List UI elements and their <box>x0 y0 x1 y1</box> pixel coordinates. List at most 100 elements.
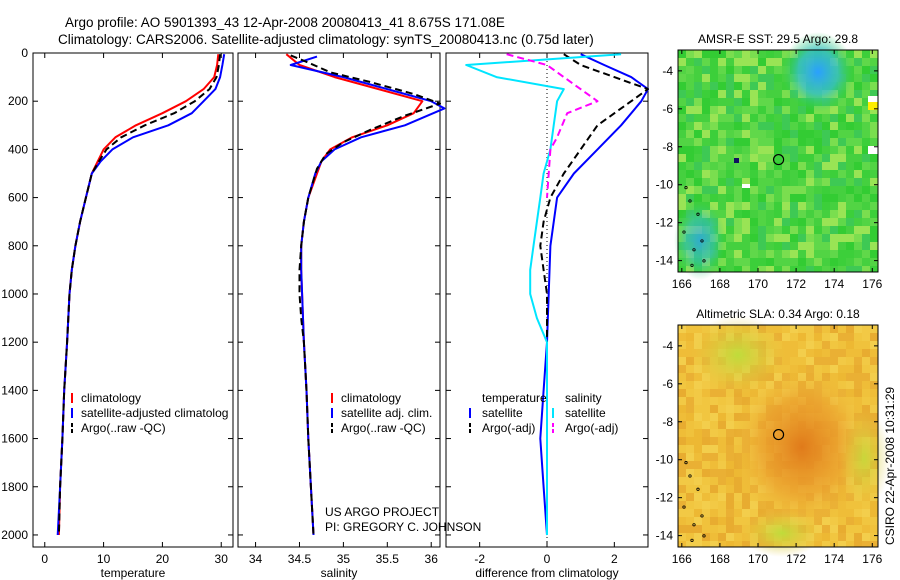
sst-map-cell <box>790 106 798 114</box>
sst-map-panel: AMSR-E SST: 29.5 Argo: 29.8 166 168 170 172 1… <box>656 32 883 291</box>
sst-map-cell <box>870 178 878 186</box>
sst-map-cell <box>862 202 870 210</box>
sst-map-cell <box>702 130 710 138</box>
sst-map-cell <box>854 114 862 122</box>
sla-map-cell <box>726 445 734 453</box>
temperature-ytick-label: 400 <box>8 142 28 156</box>
sst-map-cell <box>806 218 814 226</box>
sla-map-cell <box>846 533 854 541</box>
sst-map-cell <box>862 106 870 114</box>
sla-map-xtick-label: 176 <box>862 552 882 566</box>
sst-map-cell <box>798 202 806 210</box>
sla-map-cell <box>710 509 718 517</box>
sst-map-cell <box>742 146 750 154</box>
sla-map-cell <box>846 349 854 357</box>
sla-map-cell <box>734 501 742 509</box>
sst-map-cell <box>686 74 694 82</box>
sst-map-cell <box>846 242 854 250</box>
sst-map-cell <box>766 66 774 74</box>
sla-map-cell <box>686 357 694 365</box>
sst-map-cell <box>798 250 806 258</box>
sla-map-cell <box>838 525 846 533</box>
sst-map-cell <box>758 266 766 272</box>
sst-map-cell <box>790 114 798 122</box>
sst-map-cell <box>782 154 790 162</box>
sst-map-cell <box>814 146 822 154</box>
sla-map-cell <box>694 413 702 421</box>
temperature-panel: 0 10 20 30 0 200 400 600 800 1000 1200 1400 1600 1800… <box>1 46 234 580</box>
sst-map-cell <box>718 66 726 74</box>
sla-map-cell <box>710 493 718 501</box>
sst-map-cell <box>830 210 838 218</box>
sst-map-cell <box>758 186 766 194</box>
sst-map-cell <box>798 218 806 226</box>
sla-map-cell <box>694 501 702 509</box>
sst-map-cell <box>750 218 758 226</box>
sst-map-cell <box>862 90 870 98</box>
sst-map-cell <box>870 250 878 258</box>
sst-map-cell <box>686 98 694 106</box>
sla-map-cell <box>678 453 686 461</box>
sla-map-cell <box>678 461 686 469</box>
sla-map-cell <box>678 341 686 349</box>
sla-map-cell <box>686 469 694 477</box>
sst-map-cell <box>758 146 766 154</box>
sst-map-cell <box>742 74 750 82</box>
sst-map-cell <box>694 50 702 58</box>
salinity-series-line <box>289 55 446 536</box>
sla-map-cell <box>694 325 702 333</box>
sst-map-cell <box>750 186 758 194</box>
sst-map-cell <box>734 74 742 82</box>
sst-map-cell <box>798 210 806 218</box>
sst-map-cell <box>806 138 814 146</box>
sla-map-cell <box>686 445 694 453</box>
sla-map-cell <box>854 325 862 333</box>
sst-map-cell <box>726 146 734 154</box>
sst-map-frame <box>677 49 879 273</box>
sst-map-cell <box>742 266 750 272</box>
sst-map-cell <box>790 234 798 242</box>
sst-map-cell <box>870 74 878 82</box>
sst-map-cell <box>814 122 822 130</box>
sst-map-cell <box>718 106 726 114</box>
sla-map-cell <box>702 429 710 437</box>
sla-map-cell <box>806 349 814 357</box>
sla-map-cell <box>870 349 878 357</box>
sla-map-cell <box>862 325 870 333</box>
sst-map-cell <box>766 258 774 266</box>
sst-map-cell <box>870 234 878 242</box>
sst-map-cell <box>710 82 718 90</box>
sst-map-cell <box>862 146 870 154</box>
sst-map-cell <box>694 178 702 186</box>
sst-map-cell <box>862 218 870 226</box>
sla-map-cell <box>702 501 710 509</box>
salinity-xtick-label: 35.5 <box>376 552 400 566</box>
sst-map-cell <box>750 146 758 154</box>
sst-map-cell <box>822 130 830 138</box>
sla-map-cell <box>694 485 702 493</box>
sst-map-cell <box>750 98 758 106</box>
sst-map-cell <box>702 66 710 74</box>
sla-map-cell <box>862 333 870 341</box>
sla-map-xtick-label: 168 <box>710 552 730 566</box>
sst-map-cell <box>718 210 726 218</box>
sst-map-cell <box>862 186 870 194</box>
sst-map-cell <box>694 106 702 114</box>
sla-map-cell <box>830 525 838 533</box>
sst-map-cell <box>766 122 774 130</box>
sst-map-cell <box>710 90 718 98</box>
sst-map-cell <box>854 194 862 202</box>
sla-map-cell <box>686 381 694 389</box>
sla-map-cell <box>726 493 734 501</box>
sla-map-cell <box>726 453 734 461</box>
sst-map-cell <box>806 178 814 186</box>
sst-map-xtick-label: 174 <box>824 277 844 291</box>
sst-map-cell <box>774 66 782 74</box>
sst-map-cell <box>766 114 774 122</box>
sst-map-cell <box>870 82 878 90</box>
sst-map-cell <box>846 218 854 226</box>
sla-map-cell <box>822 357 830 365</box>
sst-map-cell <box>718 98 726 106</box>
sla-map-cell <box>678 373 686 381</box>
sst-map-cell <box>718 82 726 90</box>
